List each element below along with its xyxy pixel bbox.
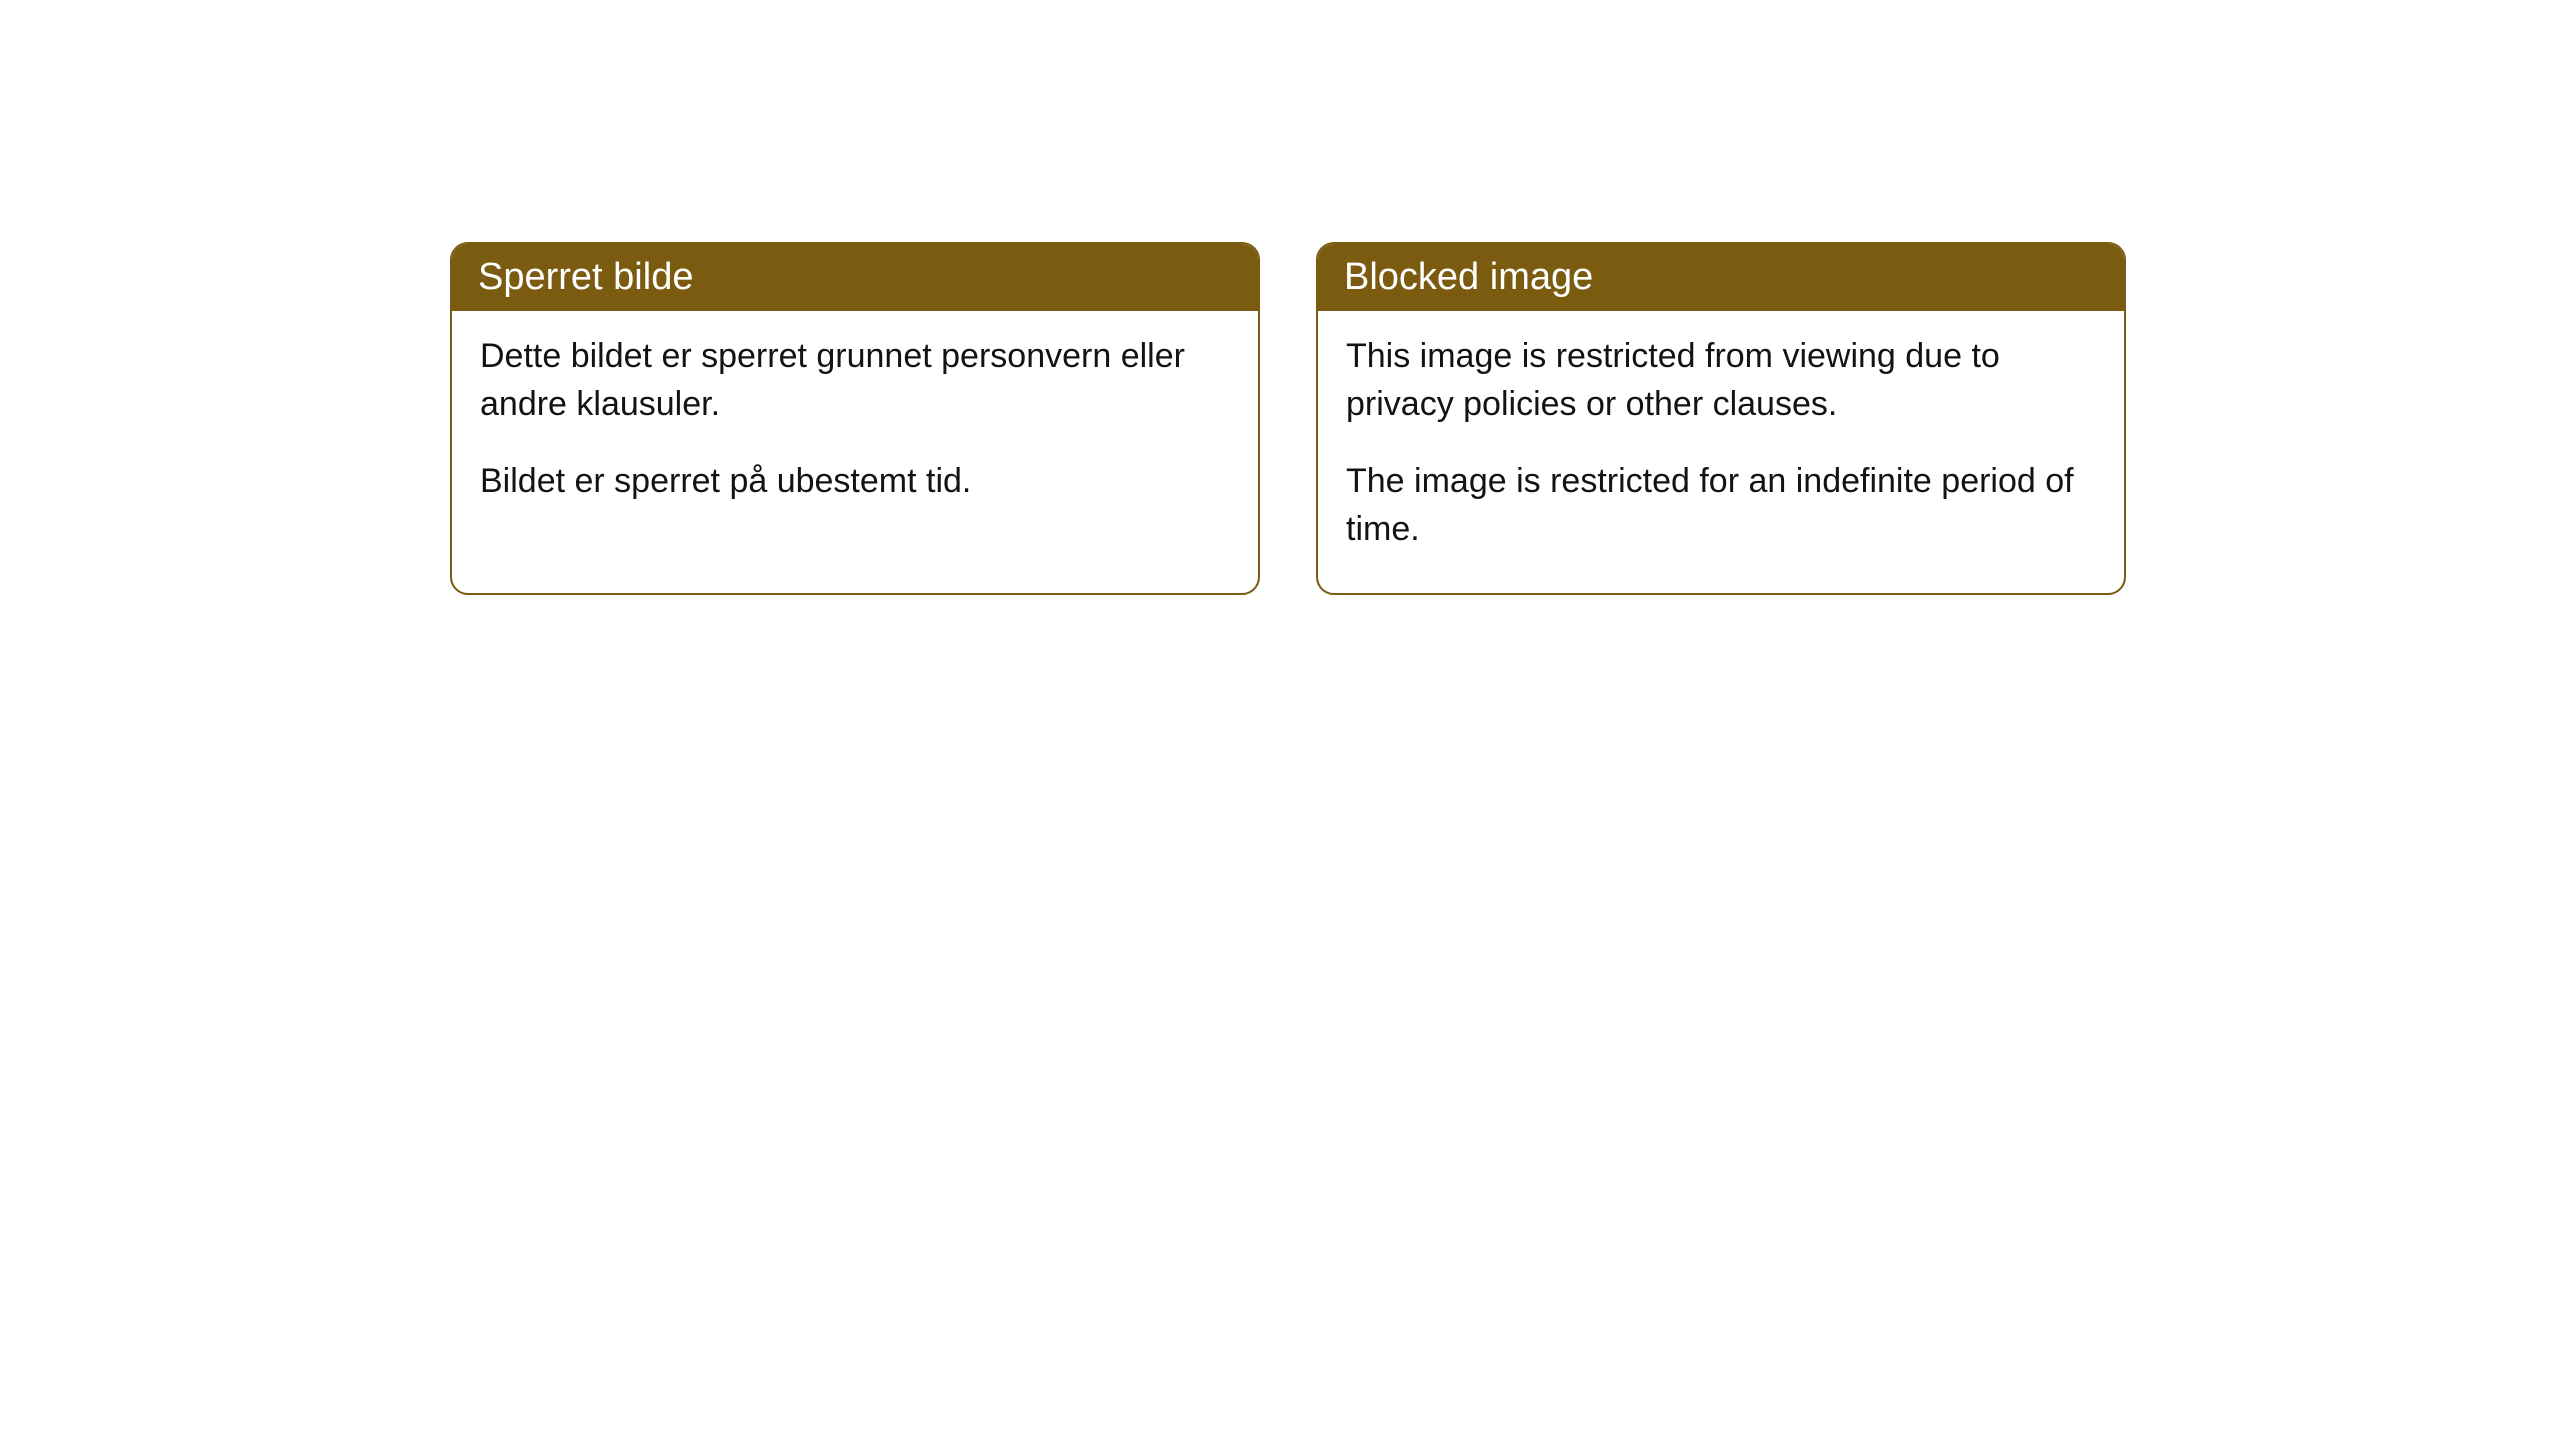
card-text-en-1: This image is restricted from viewing du… — [1346, 333, 2096, 428]
blocked-image-card-en: Blocked image This image is restricted f… — [1316, 242, 2126, 595]
card-text-no-2: Bildet er sperret på ubestemt tid. — [480, 458, 1230, 506]
card-text-en-2: The image is restricted for an indefinit… — [1346, 458, 2096, 553]
card-body-no: Dette bildet er sperret grunnet personve… — [452, 311, 1258, 546]
blocked-image-card-no: Sperret bilde Dette bildet er sperret gr… — [450, 242, 1260, 595]
card-body-en: This image is restricted from viewing du… — [1318, 311, 2124, 593]
card-title-no: Sperret bilde — [452, 244, 1258, 311]
card-text-no-1: Dette bildet er sperret grunnet personve… — [480, 333, 1230, 428]
notice-container: Sperret bilde Dette bildet er sperret gr… — [0, 0, 2560, 595]
card-title-en: Blocked image — [1318, 244, 2124, 311]
